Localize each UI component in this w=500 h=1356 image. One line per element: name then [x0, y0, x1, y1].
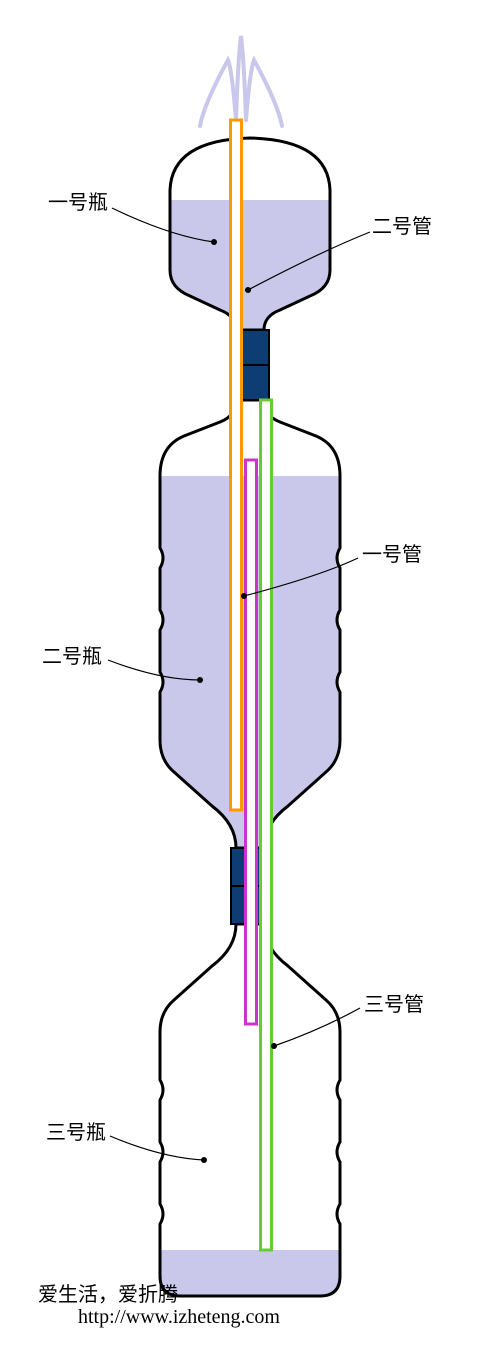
leader-dot-tube3: [271, 1043, 277, 1049]
leader-tube3: [274, 1008, 360, 1046]
footer-url: http://www.izheteng.com: [78, 1306, 280, 1329]
tube1-orange: [231, 120, 242, 810]
tube3-green: [261, 400, 272, 1250]
leader-dot-bottle3: [201, 1157, 207, 1163]
fountain-0: [200, 60, 236, 126]
label-bottle2: 二号瓶: [42, 640, 102, 669]
leader-bottle3: [110, 1136, 204, 1160]
label-bottle1: 一号瓶: [48, 186, 108, 215]
fountain-1: [236, 36, 246, 120]
label-tube3: 三号管: [364, 988, 424, 1017]
leader-dot-tube1: [241, 593, 247, 599]
leader-dot-bottle2: [197, 677, 203, 683]
label-bottle3: 三号瓶: [46, 1116, 106, 1145]
label-tube1: 一号管: [362, 538, 422, 567]
leader-dot-tube2: [245, 287, 251, 293]
leader-dot-bottle1: [211, 239, 217, 245]
label-tube2: 二号管: [372, 210, 432, 239]
tube2-magenta: [246, 460, 257, 1024]
footer-tagline: 爱生活，爱折腾: [38, 1278, 178, 1307]
fountain-2: [246, 60, 282, 126]
bottle1-water: [170, 200, 330, 330]
bottle3-water: [160, 1250, 340, 1296]
